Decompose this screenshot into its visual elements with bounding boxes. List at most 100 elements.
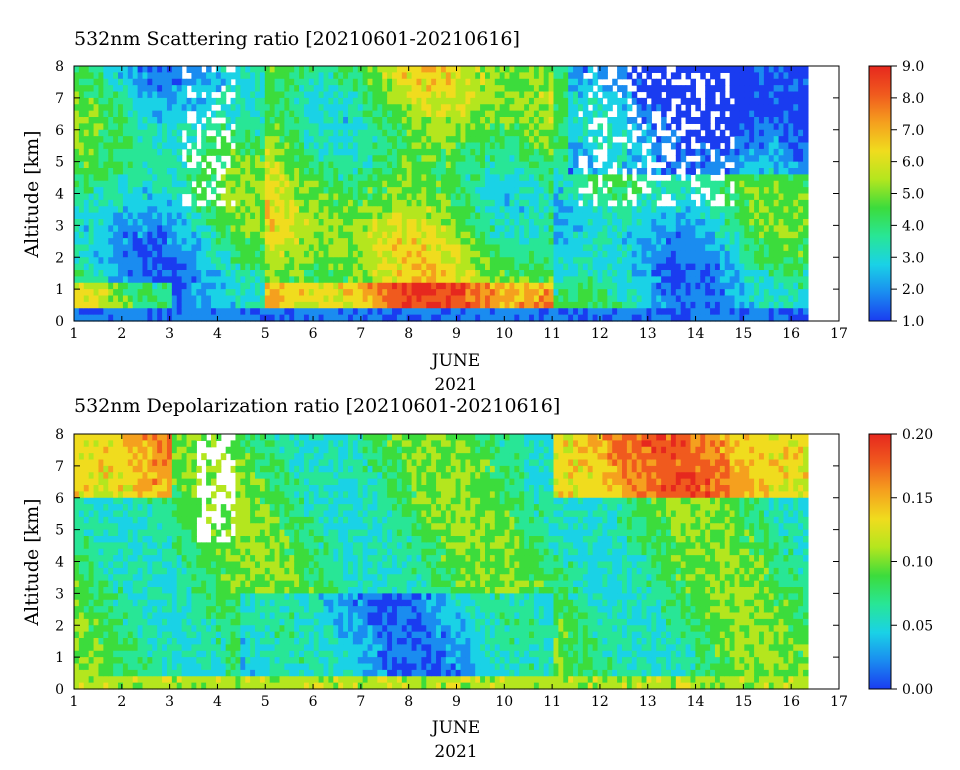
heatmap-cell (651, 263, 657, 271)
heatmap-cell (357, 231, 364, 239)
heatmap-cell (602, 314, 608, 322)
heatmap-cell (602, 270, 608, 277)
heatmap-cell (612, 263, 618, 271)
heatmap-cell (235, 72, 241, 80)
heatmap-cell (132, 123, 139, 131)
heatmap-cell (440, 85, 447, 93)
heatmap-cell (592, 155, 599, 163)
heatmap-cell (343, 282, 349, 290)
heatmap-cell (338, 110, 344, 118)
heatmap-cell (538, 161, 545, 169)
heatmap-cell (313, 91, 320, 99)
heatmap-cell (235, 270, 241, 277)
heatmap-cell (553, 219, 559, 226)
heatmap-cell (558, 104, 564, 112)
heatmap-cell (186, 250, 193, 258)
heatmap-cell (494, 263, 501, 271)
heatmap-cell (499, 276, 506, 284)
heatmap-cell (475, 308, 481, 316)
heatmap-cell (661, 187, 667, 195)
heatmap-cell (352, 282, 359, 290)
heatmap-cell (685, 231, 692, 239)
heatmap-cell (387, 250, 393, 258)
heatmap-cell (670, 295, 677, 303)
heatmap-cell (166, 225, 173, 233)
heatmap-cell (431, 136, 437, 144)
heatmap-cell (98, 238, 104, 246)
heatmap-cell (509, 161, 515, 169)
heatmap-cell (636, 187, 643, 195)
heatmap-cell (607, 308, 613, 316)
heatmap-cell (132, 244, 139, 252)
heatmap-cell (255, 104, 261, 112)
heatmap-cell (186, 212, 193, 220)
heatmap-cell (470, 104, 476, 112)
heatmap-cell (440, 308, 447, 316)
heatmap-cell (450, 212, 457, 220)
heatmap-cell (255, 85, 261, 93)
heatmap-cell (147, 276, 153, 284)
heatmap-cell (661, 85, 667, 93)
heatmap-cell (259, 212, 266, 220)
heatmap-cell (406, 308, 413, 316)
heatmap-cell (485, 142, 491, 150)
heatmap-cell (299, 136, 305, 144)
heatmap-cell (308, 289, 315, 297)
heatmap-cell (201, 136, 207, 144)
heatmap-cell (93, 238, 100, 246)
heatmap-cell (215, 123, 222, 131)
heatmap-cell (475, 193, 481, 201)
heatmap-cell (191, 193, 197, 201)
heatmap-cell (323, 117, 330, 124)
heatmap-cell (323, 168, 330, 175)
heatmap-cell (431, 314, 437, 322)
heatmap-cell (587, 110, 594, 118)
heatmap-cell (166, 301, 173, 309)
heatmap-cell (553, 148, 559, 156)
heatmap-cell (348, 174, 354, 182)
heatmap-cell (362, 129, 369, 137)
heatmap-cell (201, 148, 207, 156)
heatmap-cell (626, 314, 633, 322)
heatmap-cell (485, 180, 491, 188)
heatmap-cell (289, 123, 295, 131)
heatmap-cell (245, 193, 251, 201)
heatmap-cell (387, 231, 393, 239)
heatmap-cell (455, 199, 462, 207)
heatmap-cell (294, 72, 300, 80)
heatmap-cell (78, 136, 85, 144)
heatmap-cell (279, 180, 285, 188)
heatmap-cell (186, 123, 193, 131)
heatmap-cell (333, 295, 339, 303)
heatmap-cell (524, 85, 530, 93)
heatmap-cell (538, 263, 545, 271)
heatmap-cell (475, 155, 481, 163)
heatmap-cell (196, 270, 202, 277)
heatmap-cell (509, 117, 515, 124)
heatmap-cell (357, 257, 364, 265)
heatmap-cell (499, 148, 506, 156)
heatmap-cell (318, 117, 325, 124)
heatmap-cell (240, 250, 246, 258)
heatmap-cell (98, 212, 104, 220)
heatmap-cell (421, 276, 427, 284)
heatmap-cell (465, 244, 471, 252)
heatmap-cell (274, 295, 281, 303)
heatmap-cell (465, 161, 471, 169)
heatmap-cell (690, 276, 696, 284)
heatmap-cell (171, 270, 178, 277)
heatmap-cell (118, 257, 124, 265)
heatmap-cell (357, 250, 364, 258)
heatmap-cell (264, 148, 271, 156)
heatmap-cell (529, 91, 535, 99)
heatmap-cell (411, 301, 418, 309)
heatmap-cell (176, 129, 183, 137)
heatmap-cell (455, 142, 462, 150)
heatmap-cell (582, 174, 589, 182)
heatmap-cell (122, 308, 129, 316)
heatmap-cell (514, 174, 520, 182)
heatmap-cell (83, 85, 90, 93)
heatmap-cell (401, 85, 408, 93)
heatmap-cell (191, 231, 197, 239)
heatmap-cell (524, 314, 530, 322)
